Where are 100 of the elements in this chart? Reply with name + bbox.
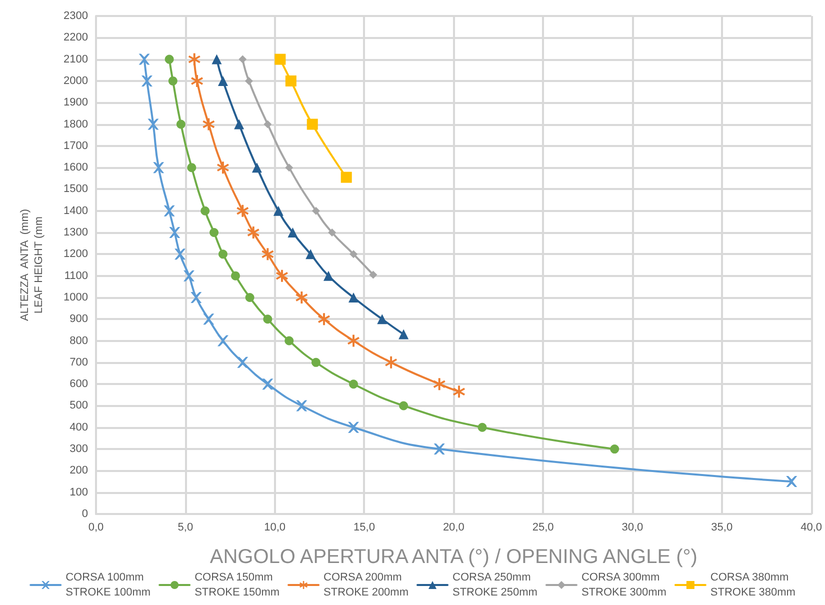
x-tick-label: 30,0 — [622, 522, 644, 534]
x-tick-label: 40,0 — [800, 522, 822, 534]
point — [311, 358, 320, 367]
x-axis-title: ANGOLO APERTURA ANTA (°) / OPENING ANGLE (°) — [210, 546, 698, 568]
y-axis-title: ALTEZZA ANTA (mm) LEAF HEIGHT (mm — [19, 208, 45, 322]
point — [377, 314, 388, 324]
point — [306, 249, 316, 260]
y-tick-label: 700 — [70, 356, 88, 368]
legend-label: CORSA 380mm STROKE 380mm — [710, 572, 796, 598]
y-tick-label: 1900 — [64, 96, 88, 109]
point — [153, 162, 164, 174]
point — [318, 313, 330, 326]
point — [434, 444, 445, 455]
point — [285, 164, 294, 172]
point — [244, 76, 253, 85]
point — [323, 270, 334, 281]
point — [348, 422, 360, 433]
point — [212, 54, 222, 64]
point — [296, 291, 308, 304]
point — [264, 120, 272, 128]
y-tick-label: 1300 — [64, 226, 88, 239]
point — [236, 204, 249, 217]
y-tick-label: 1800 — [64, 118, 88, 130]
y-tick-label: 2300 — [64, 10, 88, 22]
point — [349, 380, 358, 389]
y-tick-label: 900 — [70, 313, 88, 326]
point — [187, 163, 196, 172]
point — [169, 227, 180, 238]
point — [164, 54, 174, 64]
point — [398, 329, 409, 340]
point — [217, 335, 228, 346]
point — [237, 356, 248, 368]
point — [348, 334, 360, 347]
point — [176, 120, 186, 129]
point — [273, 206, 284, 216]
x-tick-label: 25,0 — [532, 522, 554, 534]
point — [399, 401, 408, 410]
point — [786, 476, 798, 488]
x-tick-label: 35,0 — [711, 522, 733, 534]
y-tick-label: 200 — [70, 464, 88, 477]
x-tick-label: 15,0 — [354, 522, 375, 534]
point — [200, 206, 210, 216]
point — [296, 400, 308, 412]
x-tick-label: 10,0 — [264, 522, 286, 534]
legend-label: CORSA 100mm STROKE 100mm — [66, 572, 151, 598]
point — [348, 292, 359, 302]
point — [141, 75, 152, 86]
point — [262, 378, 274, 390]
legend-label: CORSA 150mm STROKE 150mm — [194, 572, 280, 598]
point — [234, 119, 244, 130]
legend-label: CORSA 300mm STROKE 300mm — [581, 572, 666, 598]
y-tick-label: 500 — [70, 400, 88, 412]
y-tick-label: 1000 — [64, 291, 88, 304]
y-tick-label: 1500 — [64, 183, 88, 196]
point — [276, 270, 288, 282]
point — [328, 228, 336, 237]
point — [188, 53, 200, 66]
y-tick-label: 1100 — [64, 270, 88, 282]
point — [369, 270, 378, 279]
y-tick-label: 2100 — [64, 53, 88, 66]
point — [203, 314, 214, 325]
y-tick-label: 1400 — [64, 204, 88, 217]
y-tick-label: 800 — [70, 334, 88, 347]
point — [284, 336, 294, 346]
point — [168, 76, 178, 86]
point — [274, 54, 286, 65]
point — [202, 118, 215, 130]
point — [433, 378, 446, 390]
point — [288, 228, 298, 238]
y-tick-label: 2000 — [64, 74, 88, 87]
y-tick-label: 1600 — [64, 162, 88, 174]
point — [610, 444, 620, 454]
point — [174, 248, 186, 260]
point — [218, 250, 228, 259]
point — [230, 271, 240, 280]
point — [216, 162, 229, 174]
y-tick-label: 600 — [70, 378, 88, 390]
point — [252, 162, 262, 173]
point — [164, 205, 175, 216]
y-tick-label: 0 — [82, 508, 88, 520]
point — [218, 76, 228, 86]
y-tick-label: 1700 — [64, 140, 88, 152]
point — [262, 248, 274, 260]
point — [453, 386, 466, 398]
y-tick-label: 300 — [70, 443, 88, 456]
legend-label: CORSA 200mm STROKE 200mm — [324, 572, 409, 598]
point — [285, 75, 296, 86]
point — [340, 172, 352, 183]
point — [191, 74, 204, 87]
point — [190, 292, 202, 303]
point — [238, 55, 247, 64]
x-tick-label: 5,0 — [178, 522, 194, 534]
point — [247, 226, 260, 239]
point — [245, 292, 254, 302]
point — [478, 422, 487, 432]
x-tick-label: 0,0 — [88, 522, 104, 534]
point — [148, 118, 159, 130]
legend-label: CORSA 250mm STROKE 250mm — [452, 572, 538, 598]
point — [306, 118, 318, 130]
y-tick-label: 1200 — [64, 248, 88, 260]
